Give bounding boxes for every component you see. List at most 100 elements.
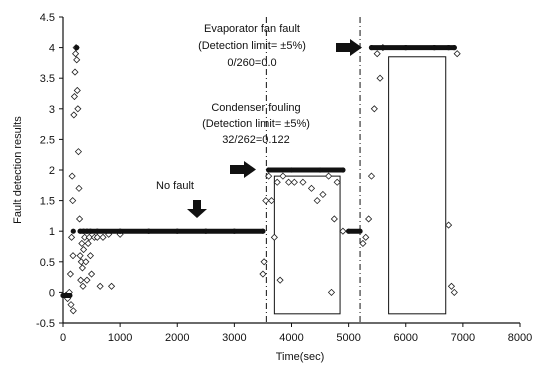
- data-point-solid: [203, 228, 209, 234]
- y-tick-label: 2.5: [40, 134, 55, 146]
- data-point-diamond: [78, 264, 86, 272]
- y-tick-label: 1: [49, 226, 55, 238]
- annotation-evaporator-fan-fault: Evaporator fan fault (Detection limit= ±…: [198, 23, 362, 69]
- data-point-solid: [317, 167, 323, 173]
- data-point-diamond: [79, 245, 88, 254]
- data-point-solid: [368, 45, 375, 51]
- data-point-diamond: [260, 258, 268, 266]
- condenser-fouling-detection-box: [273, 175, 341, 315]
- data-point-diamond: [74, 105, 82, 113]
- data-point-diamond: [70, 92, 78, 101]
- data-point-diamond: [262, 197, 270, 205]
- annotation-condenser-line-1: Condenser fouling: [211, 102, 300, 114]
- data-point-diamond: [66, 270, 74, 278]
- data-point-diamond: [73, 86, 81, 95]
- data-point-diamond: [76, 252, 84, 260]
- data-point-diamond: [445, 221, 453, 229]
- data-point-diamond: [299, 178, 307, 186]
- y-tick-label: 3: [49, 104, 55, 116]
- data-point-diamond: [84, 239, 92, 248]
- annotation-evaporator-line-3: 0/260=0.0: [227, 57, 276, 69]
- x-tick-label: 5000: [336, 332, 360, 344]
- data-point-diamond: [330, 215, 338, 223]
- data-point-diamond: [72, 50, 80, 58]
- data-point-diamond: [74, 148, 82, 156]
- data-point-diamond: [267, 197, 276, 205]
- data-point-diamond: [82, 258, 90, 266]
- data-point-diamond: [359, 239, 367, 248]
- data-point-diamond: [333, 178, 341, 186]
- data-point-diamond: [70, 111, 78, 119]
- down-arrow-icon: [187, 200, 207, 218]
- data-point-solid: [357, 228, 363, 234]
- data-point-solid: [74, 45, 80, 51]
- data-point-diamond: [376, 74, 384, 82]
- data-point-solid: [266, 167, 272, 173]
- annotation-no-fault-line-1: No fault: [156, 180, 194, 192]
- x-tick-label: 6000: [394, 332, 418, 344]
- boxes-group: [273, 56, 447, 315]
- data-point-diamond: [365, 215, 373, 223]
- data-point-diamond: [77, 276, 85, 284]
- y-axis-title: Fault detection results: [12, 116, 24, 224]
- data-point-solid: [67, 292, 73, 299]
- annotation-evaporator-line-2: (Detection limit= ±5%): [198, 40, 306, 52]
- data-point-solid: [445, 45, 452, 51]
- data-point-diamond: [99, 233, 107, 241]
- data-point-diamond: [373, 50, 381, 58]
- data-point-diamond: [69, 252, 77, 260]
- data-point-diamond: [75, 184, 83, 192]
- data-point-diamond: [76, 215, 84, 223]
- data-point-diamond: [270, 233, 278, 241]
- data-point-diamond: [86, 252, 94, 260]
- data-point-diamond: [85, 233, 93, 241]
- data-point-diamond: [107, 282, 116, 290]
- data-point-diamond: [453, 50, 461, 58]
- y-tick-label: 4.5: [40, 12, 55, 24]
- annotation-evaporator-line-1: Evaporator fan fault: [204, 23, 300, 35]
- data-point-diamond: [313, 197, 321, 205]
- evaporator-fan-detection-box: [388, 56, 447, 315]
- data-point-diamond: [290, 178, 298, 186]
- data-point-diamond: [77, 258, 85, 266]
- data-point-diamond: [265, 172, 273, 180]
- data-point-diamond: [362, 233, 370, 241]
- data-point-diamond: [276, 276, 284, 284]
- x-tick-label: 1000: [108, 332, 132, 344]
- data-point-solid: [87, 228, 94, 234]
- data-point-solid: [431, 45, 437, 51]
- data-point-diamond: [79, 282, 87, 290]
- data-point-diamond: [325, 172, 333, 180]
- y-tick-label: 0: [49, 287, 55, 299]
- x-tick-label: 3000: [222, 332, 246, 344]
- data-point-diamond: [69, 197, 77, 205]
- y-tick-label: 1.5: [40, 196, 55, 208]
- annotation-condenser-line-2: (Detection limit= ±5%): [202, 118, 310, 130]
- x-axis-title: Time(sec): [276, 351, 324, 363]
- data-point-diamond: [67, 301, 75, 309]
- data-point-solid: [403, 45, 409, 51]
- data-point-solid: [231, 228, 237, 234]
- data-point-diamond: [68, 233, 76, 241]
- data-point-diamond: [259, 270, 267, 278]
- data-point-solid: [288, 167, 295, 173]
- data-point-diamond: [307, 184, 316, 192]
- annotation-no-fault: No fault: [156, 180, 207, 218]
- y-tick-label: 0.5: [40, 257, 55, 269]
- data-point-solid: [174, 228, 180, 234]
- data-point-diamond: [327, 288, 336, 296]
- x-tick-label: 2000: [165, 332, 189, 344]
- data-point-diamond: [450, 288, 458, 296]
- data-point-diamond: [96, 282, 104, 290]
- data-point-solid: [117, 228, 123, 234]
- data-point-diamond: [71, 68, 79, 76]
- y-tick-label: 2: [49, 165, 55, 177]
- y-tick-label: 3.5: [40, 73, 55, 85]
- right-arrow-icon: [336, 39, 362, 56]
- data-point-diamond: [69, 307, 77, 315]
- x-tick-label: 0: [60, 332, 66, 344]
- data-point-solid: [94, 228, 100, 234]
- data-point-diamond: [273, 178, 281, 186]
- data-point-diamond: [78, 239, 86, 248]
- annotation-condenser-line-3: 32/262=0.122: [222, 134, 290, 146]
